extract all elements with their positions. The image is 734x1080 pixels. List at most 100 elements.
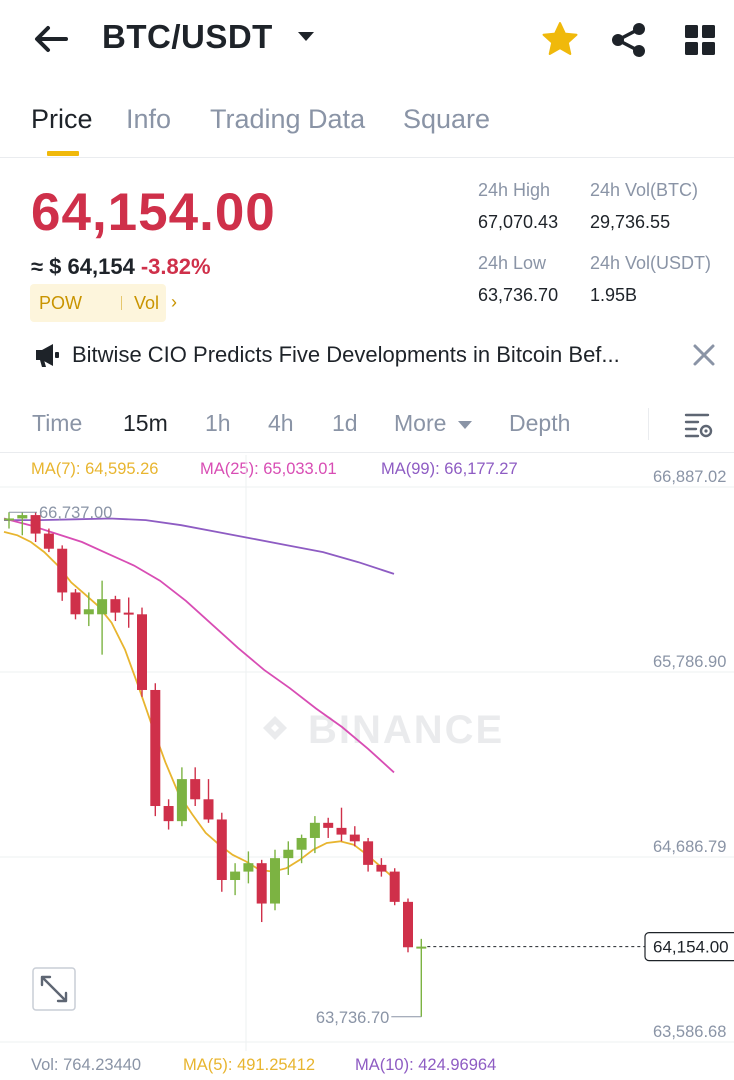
candle-body xyxy=(4,518,14,521)
tab-info[interactable]: Info xyxy=(126,104,172,134)
candle-body xyxy=(30,515,41,534)
candle-body xyxy=(323,822,334,828)
timeframe-1h[interactable]: 1h xyxy=(205,410,231,436)
candle-body xyxy=(376,864,387,872)
low-value: 63,736.70 xyxy=(478,285,559,305)
low-label: 24h Low xyxy=(478,253,547,273)
volume-legend: Vol: 764.23440 xyxy=(31,1056,142,1074)
vol-usdt-value: 1.95B xyxy=(590,285,638,305)
timeframe-time[interactable]: Time xyxy=(32,410,83,436)
vol-usdt-label: 24h Vol(USDT) xyxy=(590,253,712,273)
candle-body xyxy=(389,871,400,902)
volume-ma5-legend: MA(5): 491.25412 xyxy=(183,1056,316,1074)
candle-body xyxy=(296,837,307,850)
ma25-line xyxy=(3,517,395,774)
caret-down-icon xyxy=(457,420,472,429)
timeframe-1d[interactable]: 1d xyxy=(332,410,358,436)
candle-body xyxy=(216,819,227,881)
ma99-legend: MA(99): 66,177.27 xyxy=(381,460,518,478)
expand-icon[interactable] xyxy=(32,967,76,1011)
candle-body xyxy=(176,779,187,822)
y-tick-label: 63,586.68 xyxy=(653,1023,726,1041)
candle-body xyxy=(83,609,94,615)
high-value: 67,070.43 xyxy=(478,212,559,232)
timeframe-more[interactable]: More xyxy=(394,410,473,437)
y-tick-label: 65,786.90 xyxy=(653,653,726,671)
timeframe-depth[interactable]: Depth xyxy=(509,410,571,436)
vol-btc-label: 24h Vol(BTC) xyxy=(590,180,699,200)
candle-body xyxy=(416,946,427,949)
back-arrow-icon[interactable] xyxy=(30,20,70,58)
top-bar: BTC/USDT xyxy=(0,0,734,80)
usd-approx: ≈ $ 64,154 xyxy=(31,254,135,279)
watermark-text: BINANCE xyxy=(308,708,504,752)
current-price-label: 64,154.00 xyxy=(653,938,729,957)
candle-body xyxy=(403,901,413,948)
candle-body xyxy=(270,858,280,904)
timeframe-4h[interactable]: 4h xyxy=(268,410,294,436)
candle-body xyxy=(256,863,267,904)
candlestick-chart[interactable]: BINANCE 66,887.02 65,786.90 64,686.79 63,58… xyxy=(0,455,734,1051)
y-tick-label: 64,686.79 xyxy=(653,838,726,856)
candle-body xyxy=(163,806,174,822)
high-label: 24h High xyxy=(478,180,551,200)
ma7-legend: MA(7): 64,595.26 xyxy=(31,460,159,478)
binance-logo-icon xyxy=(263,716,287,740)
close-icon[interactable] xyxy=(691,342,717,368)
tag-vol: Vol xyxy=(134,293,160,313)
last-price: 64,154.00 xyxy=(31,183,276,242)
toolbar-divider xyxy=(648,408,649,440)
star-icon[interactable] xyxy=(540,20,580,58)
candle-body xyxy=(190,779,201,800)
volume-ma10-legend: MA(10): 424.96964 xyxy=(355,1056,497,1074)
share-icon[interactable] xyxy=(608,20,650,60)
candle-body xyxy=(336,827,347,835)
ma99-line xyxy=(4,517,395,575)
binance-logo-watermark: BINANCE xyxy=(263,708,504,752)
candle-body xyxy=(70,592,81,615)
tag-chip[interactable]: POW Vol › xyxy=(30,284,177,322)
chart-settings-icon[interactable] xyxy=(684,410,714,440)
tag-separator xyxy=(121,296,122,310)
ma7-line xyxy=(3,531,395,879)
chart-top-divider xyxy=(0,452,734,453)
price-sub: ≈ $ 64,154 -3.82% xyxy=(31,254,211,280)
ma25-legend: MA(25): 65,033.01 xyxy=(200,460,337,478)
candle-body xyxy=(137,614,147,690)
candle-body xyxy=(123,612,134,615)
tab-active-indicator xyxy=(47,151,79,156)
price-change: -3.82% xyxy=(140,254,211,279)
grid-icon[interactable] xyxy=(682,22,718,58)
candle-body xyxy=(363,841,374,865)
caret-down-icon[interactable] xyxy=(296,28,316,44)
candle-body xyxy=(283,849,294,859)
candle-body xyxy=(349,834,360,842)
tab-bar: Price Info Trading Data Square xyxy=(0,100,734,158)
candle-body xyxy=(97,599,108,615)
candle-body xyxy=(43,533,54,549)
candle-body xyxy=(150,689,161,807)
news-banner[interactable]: Bitwise CIO Predicts Five Developments i… xyxy=(0,334,734,378)
tab-trading-data[interactable]: Trading Data xyxy=(210,104,366,134)
y-tick-label: 66,887.02 xyxy=(653,468,726,486)
candle-body xyxy=(203,799,214,820)
candle-body xyxy=(57,548,68,593)
tag-pow: POW xyxy=(39,293,82,313)
candle-body xyxy=(243,863,254,872)
tab-price[interactable]: Price xyxy=(31,104,93,134)
candle-body xyxy=(309,822,320,838)
current-price-box xyxy=(644,931,734,962)
tab-square[interactable]: Square xyxy=(403,104,491,134)
vol-btc-value: 29,736.55 xyxy=(590,212,671,232)
more-label: More xyxy=(394,410,447,436)
megaphone-icon xyxy=(36,344,59,367)
low-marker-label: 63,736.70 xyxy=(316,1009,389,1027)
candle-body xyxy=(110,599,121,613)
timeframe-15m[interactable]: 15m xyxy=(123,410,168,436)
candle-body xyxy=(230,871,241,881)
pair-title[interactable]: BTC/USDT xyxy=(102,18,273,55)
news-headline[interactable]: Bitwise CIO Predicts Five Developments i… xyxy=(72,342,620,367)
high-marker-label: 66,737.00 xyxy=(39,504,112,522)
chevron-right-icon: › xyxy=(171,292,177,312)
candle-body xyxy=(17,515,28,519)
